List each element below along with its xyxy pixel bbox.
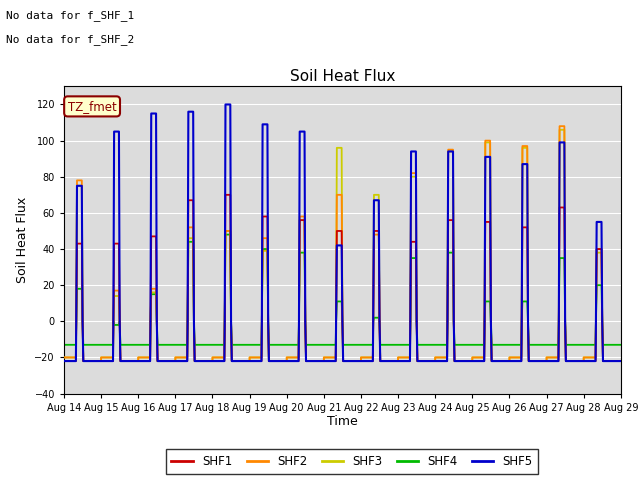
Legend: SHF1, SHF2, SHF3, SHF4, SHF5: SHF1, SHF2, SHF3, SHF4, SHF5 [166,449,538,474]
Text: No data for f_SHF_1: No data for f_SHF_1 [6,10,134,21]
Y-axis label: Soil Heat Flux: Soil Heat Flux [16,197,29,283]
Title: Soil Heat Flux: Soil Heat Flux [290,69,395,84]
Text: TZ_fmet: TZ_fmet [68,100,116,113]
X-axis label: Time: Time [327,415,358,429]
Text: No data for f_SHF_2: No data for f_SHF_2 [6,34,134,45]
